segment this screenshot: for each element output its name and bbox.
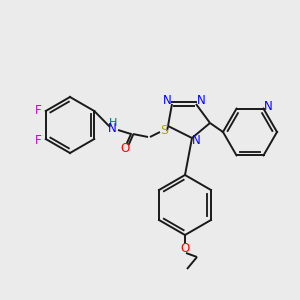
Text: F: F	[34, 103, 41, 116]
Text: N: N	[163, 94, 171, 106]
Text: O: O	[180, 242, 190, 256]
Text: S: S	[160, 124, 168, 137]
Text: N: N	[196, 94, 206, 106]
Text: N: N	[108, 122, 116, 136]
Text: O: O	[120, 142, 130, 154]
Text: N: N	[192, 134, 200, 148]
Text: F: F	[34, 134, 41, 146]
Text: N: N	[264, 100, 273, 113]
Text: H: H	[109, 118, 117, 128]
